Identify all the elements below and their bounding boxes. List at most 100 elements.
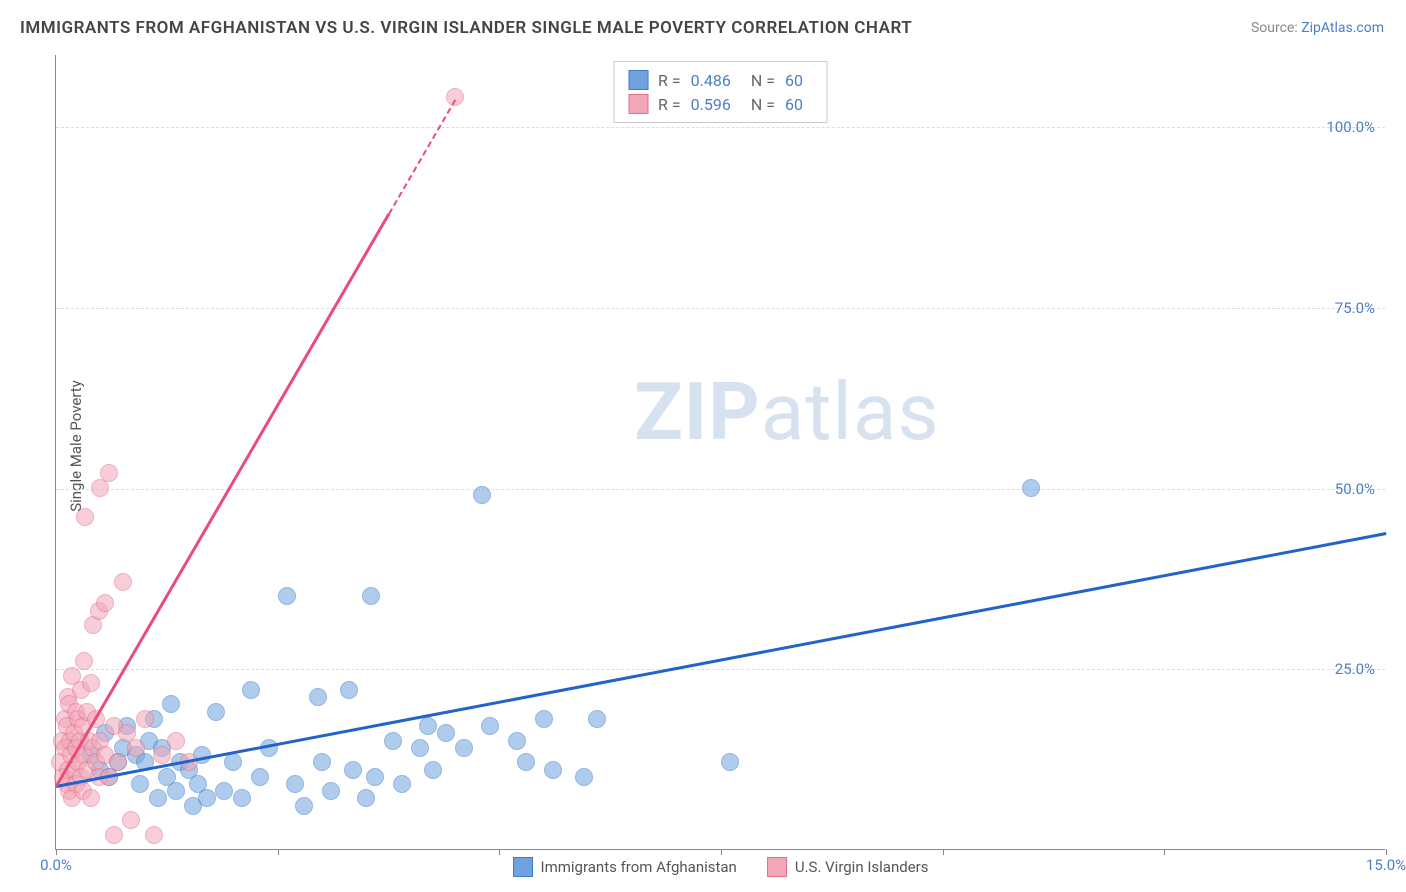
- source-prefix: Source:: [1251, 20, 1301, 36]
- data-point-afghanistan: [384, 732, 402, 750]
- data-point-usvi: [75, 652, 93, 670]
- gridline: [56, 489, 1385, 490]
- data-point-afghanistan: [233, 789, 251, 807]
- x-tick-label-right: 15.0%: [1366, 856, 1406, 874]
- y-tick-label: 25.0%: [1335, 660, 1375, 678]
- data-point-afghanistan: [295, 797, 313, 815]
- stats-row-afghanistan: R = 0.486 N = 60: [628, 68, 813, 92]
- chart-title: IMMIGRANTS FROM AFGHANISTAN VS U.S. VIRG…: [20, 18, 912, 38]
- data-point-usvi: [109, 753, 127, 771]
- data-point-usvi: [82, 674, 100, 692]
- watermark: ZIPatlas: [634, 365, 939, 459]
- stat-R-label: R =: [658, 71, 681, 90]
- stat-N-value: 60: [785, 71, 803, 90]
- correlation-stats-box: R = 0.486 N = 60 R = 0.596 N = 60: [613, 61, 828, 123]
- trend-line: [56, 532, 1386, 787]
- source-link[interactable]: ZipAtlas.com: [1301, 20, 1384, 36]
- data-point-afghanistan: [215, 782, 233, 800]
- x-tick: [1164, 849, 1165, 855]
- swatch-afghanistan: [628, 70, 648, 90]
- data-point-usvi: [122, 811, 140, 829]
- legend-label: Immigrants from Afghanistan: [541, 858, 737, 876]
- legend-item-usvi: U.S. Virgin Islanders: [767, 857, 929, 877]
- watermark-zip: ZIP: [634, 365, 761, 459]
- trend-line-extrapolated: [388, 99, 456, 214]
- stat-N-label: N =: [751, 71, 775, 90]
- data-point-afghanistan: [411, 739, 429, 757]
- y-tick-label: 50.0%: [1335, 480, 1375, 498]
- data-point-afghanistan: [278, 587, 296, 605]
- data-point-afghanistan: [393, 775, 411, 793]
- x-tick: [499, 849, 500, 855]
- data-point-afghanistan: [535, 710, 553, 728]
- swatch-usvi: [767, 857, 787, 877]
- data-point-afghanistan: [424, 761, 442, 779]
- data-point-afghanistan: [455, 739, 473, 757]
- data-point-afghanistan: [131, 775, 149, 793]
- y-tick-label: 100.0%: [1326, 118, 1375, 136]
- data-point-afghanistan: [366, 768, 384, 786]
- data-point-afghanistan: [1022, 479, 1040, 497]
- data-point-afghanistan: [167, 782, 185, 800]
- data-point-afghanistan: [251, 768, 269, 786]
- data-point-afghanistan: [198, 789, 216, 807]
- stat-N-label: N =: [751, 95, 775, 114]
- data-point-usvi: [105, 826, 123, 844]
- data-point-usvi: [82, 789, 100, 807]
- source-attribution: Source: ZipAtlas.com: [1251, 20, 1384, 36]
- data-point-afghanistan: [473, 486, 491, 504]
- data-point-afghanistan: [419, 717, 437, 735]
- stat-N-value: 60: [785, 95, 803, 114]
- gridline: [56, 127, 1385, 128]
- data-point-afghanistan: [508, 732, 526, 750]
- y-tick-label: 75.0%: [1335, 299, 1375, 317]
- data-point-usvi: [100, 464, 118, 482]
- data-point-usvi: [96, 594, 114, 612]
- x-tick: [721, 849, 722, 855]
- data-point-afghanistan: [313, 753, 331, 771]
- data-point-afghanistan: [721, 753, 739, 771]
- data-point-afghanistan: [207, 703, 225, 721]
- data-point-afghanistan: [575, 768, 593, 786]
- data-point-usvi: [114, 573, 132, 591]
- trend-line: [55, 213, 390, 786]
- swatch-usvi: [628, 94, 648, 114]
- data-point-afghanistan: [224, 753, 242, 771]
- data-point-afghanistan: [362, 587, 380, 605]
- legend-item-afghanistan: Immigrants from Afghanistan: [513, 857, 737, 877]
- legend-label: U.S. Virgin Islanders: [795, 858, 929, 876]
- x-tick: [278, 849, 279, 855]
- data-point-afghanistan: [357, 789, 375, 807]
- data-point-afghanistan: [517, 753, 535, 771]
- data-point-afghanistan: [481, 717, 499, 735]
- series-legend: Immigrants from Afghanistan U.S. Virgin I…: [513, 857, 929, 877]
- data-point-usvi: [145, 826, 163, 844]
- data-point-afghanistan: [242, 681, 260, 699]
- data-point-usvi: [167, 732, 185, 750]
- gridline: [56, 308, 1385, 309]
- data-point-afghanistan: [588, 710, 606, 728]
- data-point-afghanistan: [322, 782, 340, 800]
- data-point-usvi: [446, 88, 464, 106]
- x-tick-label-left: 0.0%: [40, 856, 72, 874]
- stat-R-label: R =: [658, 95, 681, 114]
- stat-R-value: 0.486: [691, 71, 731, 90]
- swatch-afghanistan: [513, 857, 533, 877]
- data-point-usvi: [127, 739, 145, 757]
- stat-R-value: 0.596: [691, 95, 731, 114]
- data-point-afghanistan: [437, 724, 455, 742]
- gridline: [56, 669, 1385, 670]
- watermark-atlas: atlas: [761, 365, 940, 459]
- data-point-afghanistan: [309, 688, 327, 706]
- plot-area: ZIPatlas R =0.486N =60R =0.596N =60 Immi…: [55, 55, 1385, 850]
- x-tick: [1386, 849, 1387, 855]
- data-point-usvi: [76, 508, 94, 526]
- data-point-afghanistan: [544, 761, 562, 779]
- data-point-afghanistan: [149, 789, 167, 807]
- data-point-afghanistan: [286, 775, 304, 793]
- data-point-usvi: [136, 710, 154, 728]
- data-point-afghanistan: [340, 681, 358, 699]
- x-tick: [943, 849, 944, 855]
- x-tick: [56, 849, 57, 855]
- data-point-afghanistan: [344, 761, 362, 779]
